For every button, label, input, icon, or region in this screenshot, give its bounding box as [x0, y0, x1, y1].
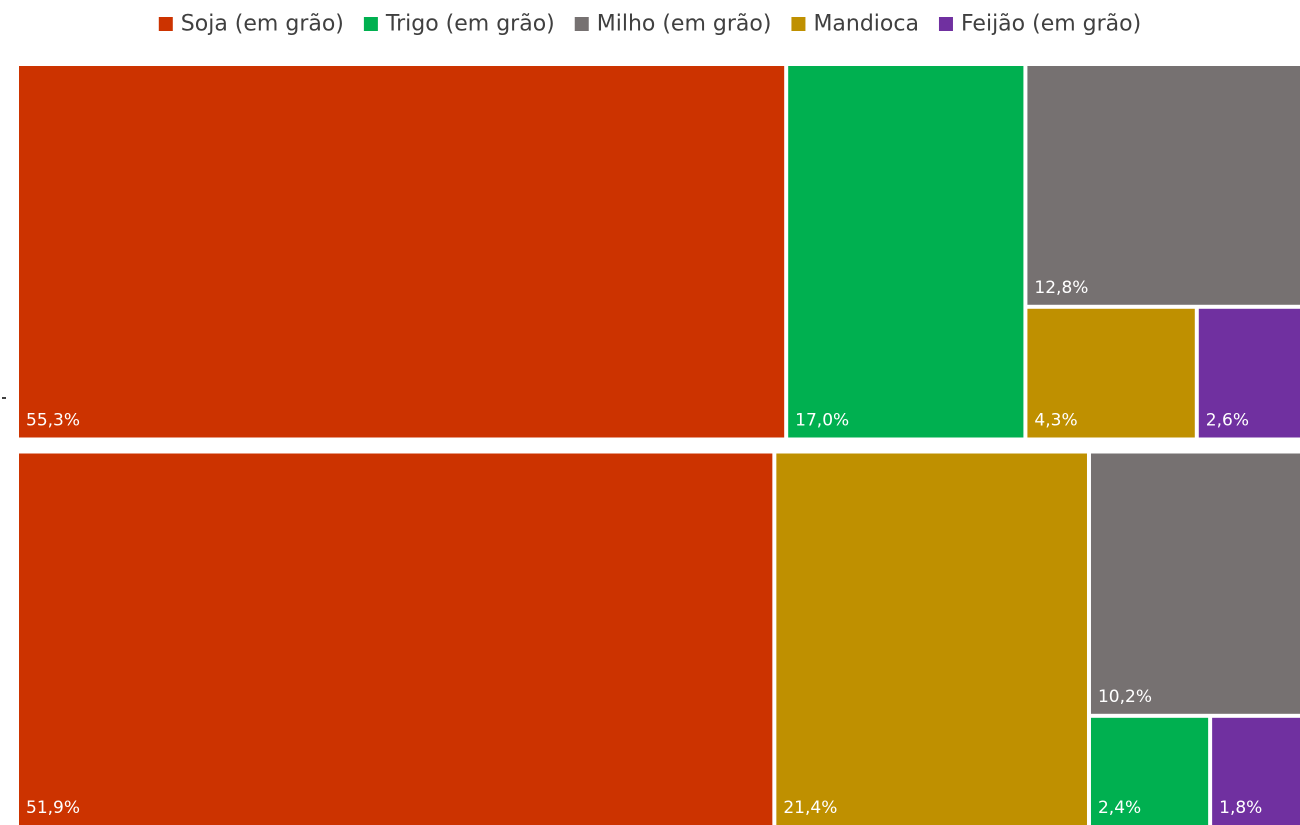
legend-item-mandioca: Mandioca	[791, 12, 919, 37]
chart-legend: Soja (em grão) Trigo (em grão) Milho (em g…	[158, 12, 1141, 37]
legend-item-feijao-em-grao: Feijão (em grão)	[938, 12, 1141, 37]
tile-rect	[1027, 308, 1195, 438]
tile-rect	[776, 453, 1087, 825]
tile-value-label: 2,6%	[1206, 411, 1249, 431]
legend-item-trigo-em-grao: Trigo (em grão)	[363, 12, 555, 37]
tile-value-label: 21,4%	[783, 798, 837, 818]
tile-rect	[19, 453, 773, 825]
legend-label: Soja (em grão)	[181, 12, 344, 37]
legend-item-milho-em-grao: Milho (em grão)	[574, 12, 772, 37]
treemap-tiles: 55,3% 17,0% 12,8% 4,3% 2,6% 51,9% 21,4% 10,2% 2,…	[19, 66, 1300, 825]
tile-soja-em-grao: 51,9%	[19, 453, 773, 825]
tile-trigo-em-grao: 17,0%	[788, 66, 1024, 438]
legend-swatch	[938, 17, 953, 31]
tile-rect	[1090, 717, 1209, 825]
legend-swatch	[158, 17, 173, 31]
tile-rect	[1090, 453, 1300, 714]
tile-mandioca: 4,3%	[1027, 308, 1195, 438]
tile-rect	[1212, 717, 1300, 825]
tile-value-label: 51,9%	[26, 798, 80, 818]
tile-rect	[788, 66, 1024, 438]
legend-swatch	[363, 17, 378, 31]
tile-rect	[19, 66, 785, 438]
tile-rect	[1027, 66, 1300, 305]
tile-trigo-em-grao: 2,4%	[1090, 717, 1209, 825]
treemap-group-1: 55,3% 17,0% 12,8% 4,3% 2,6%	[19, 66, 1300, 438]
legend-label: Mandioca	[813, 12, 919, 37]
tile-value-label: 55,3%	[26, 411, 80, 431]
tile-mandioca: 21,4%	[776, 453, 1087, 825]
tile-value-label: 4,3%	[1034, 411, 1077, 431]
tile-value-label: 10,2%	[1098, 687, 1152, 707]
tile-milho-em-grao: 12,8%	[1027, 66, 1300, 305]
tile-rect	[1198, 308, 1300, 438]
tile-soja-em-grao: 55,3%	[19, 66, 785, 438]
tile-value-label: 2,4%	[1098, 798, 1141, 818]
tile-value-label: 1,8%	[1219, 798, 1262, 818]
tile-milho-em-grao: 10,2%	[1090, 453, 1300, 714]
tile-value-label: 12,8%	[1034, 278, 1088, 298]
legend-item-soja-em-grao: Soja (em grão)	[158, 12, 344, 37]
legend-swatch	[791, 17, 806, 31]
tile-value-label: 17,0%	[795, 411, 849, 431]
legend-swatch	[574, 17, 589, 31]
legend-label: Trigo (em grão)	[385, 12, 555, 37]
treemap-group-2: 51,9% 21,4% 10,2% 2,4% 1,8%	[19, 453, 1300, 825]
legend-label: Milho (em grão)	[597, 12, 772, 37]
tile-feijao-em-grao: 1,8%	[1212, 717, 1300, 825]
tile-feijao-em-grao: 2,6%	[1198, 308, 1300, 438]
legend-label: Feijão (em grão)	[961, 12, 1141, 37]
